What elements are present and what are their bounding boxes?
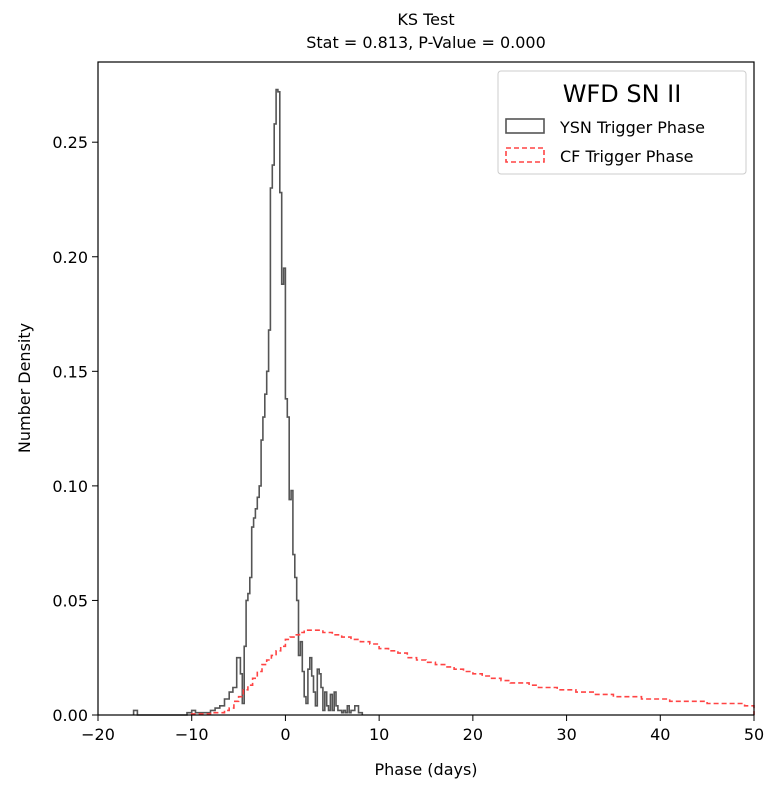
x-tick-label: 20 <box>463 725 483 744</box>
legend-label-cf: CF Trigger Phase <box>560 147 694 166</box>
x-tick-label: −20 <box>81 725 115 744</box>
legend-swatch-cf <box>505 147 545 163</box>
legend-label-ysn: YSN Trigger Phase <box>559 118 705 137</box>
legend-title: WFD SN II <box>563 80 682 108</box>
y-axis-label: Number Density <box>15 323 34 453</box>
x-tick-label: 40 <box>650 725 670 744</box>
x-tick-label: 10 <box>369 725 389 744</box>
y-tick-label: 0.00 <box>52 706 88 725</box>
chart-title-line2: Stat = 0.813, P-Value = 0.000 <box>306 33 546 52</box>
x-axis-label: Phase (days) <box>374 760 477 779</box>
series-layer <box>132 88 755 716</box>
x-tick-label: 50 <box>744 725 764 744</box>
series-cf-step-line <box>190 629 755 715</box>
plot-area <box>97 61 755 716</box>
legend: WFD SN II YSN Trigger Phase CF Trigger P… <box>497 70 747 175</box>
x-tick-label: −10 <box>175 725 209 744</box>
y-tick-label: 0.10 <box>52 477 88 496</box>
legend-box <box>497 70 747 175</box>
x-tick-label: 30 <box>556 725 576 744</box>
x-axis-ticks: −20 −10 0 10 20 30 40 50 <box>81 715 764 744</box>
y-tick-label: 0.15 <box>52 362 88 381</box>
legend-swatch-ysn <box>505 118 545 134</box>
y-axis-ticks: 0.00 0.05 0.10 0.15 0.20 0.25 <box>52 133 98 725</box>
plot-frame <box>97 61 755 716</box>
x-tick-label: 0 <box>280 725 290 744</box>
y-tick-label: 0.25 <box>52 133 88 152</box>
series-ysn-step-line <box>132 88 364 716</box>
y-tick-label: 0.20 <box>52 248 88 267</box>
y-tick-label: 0.05 <box>52 591 88 610</box>
chart-title-line1: KS Test <box>397 10 454 29</box>
